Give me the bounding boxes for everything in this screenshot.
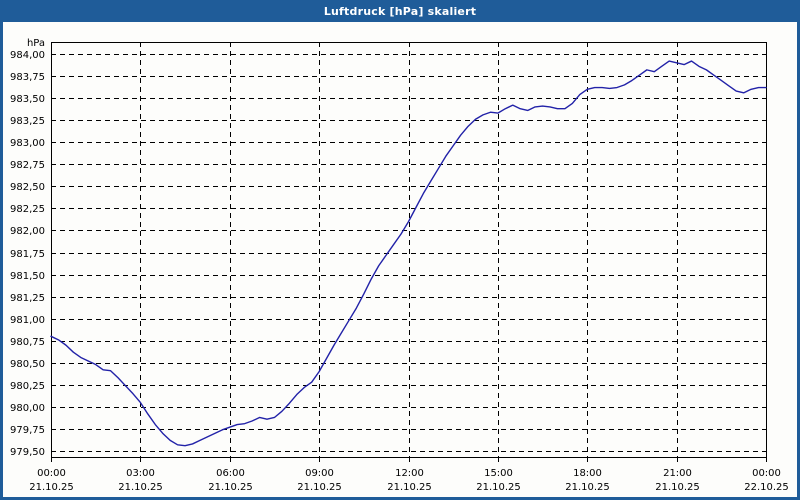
x-axis-date-label: 21.10.25 [297,482,342,493]
x-axis-time-label: 21:00 [663,468,692,479]
x-axis-time-label: 06:00 [216,468,245,479]
x-axis-date-label: 21.10.25 [208,482,253,493]
y-axis-tick-label: 983,50 [10,94,45,105]
x-axis-date-label: 21.10.25 [387,482,432,493]
y-axis-tick-label: 983,25 [10,116,45,127]
plot-area: 984,00 983,75 983,50 983,25 983,00 982,75 982,… [3,22,797,497]
y-axis-tick-label: 983,00 [10,138,45,149]
plot-axes-frame [51,42,767,458]
y-axis-tick-label: 980,75 [10,337,45,348]
x-axis-time-label: 18:00 [573,468,602,479]
y-axis-tick-label: 980,00 [10,403,45,414]
x-axis-time-label: 00:00 [752,468,781,479]
y-axis-tick-label: 982,50 [10,182,45,193]
x-axis-date-label: 21.10.25 [118,482,163,493]
window-title-bar: Luftdruck [hPa] skaliert [0,0,800,22]
y-axis-tick-label: 983,75 [10,72,45,83]
y-axis-tick-label: 984,00 [10,50,45,61]
data-series-line [50,60,767,447]
x-axis-time-label: 00:00 [37,468,66,479]
x-axis-date-label: 21.10.25 [29,482,74,493]
y-axis-tick-label: 980,25 [10,381,45,392]
x-axis-time-label: 03:00 [126,468,155,479]
y-axis-unit-label: hPa [27,38,45,49]
plot-background [51,42,766,457]
y-axis-tick-label: 981,50 [10,271,45,282]
y-axis-tick-label: 979,75 [10,425,45,436]
x-axis-time-label: 15:00 [484,468,513,479]
y-axis-tick-label: 982,75 [10,160,45,171]
x-axis-date-label: 21.10.25 [655,482,700,493]
x-axis-time-label: 09:00 [305,468,334,479]
y-axis-tick-label: 979,50 [10,447,45,458]
x-axis-time-label: 12:00 [395,468,424,479]
chart-frame: 984,00 983,75 983,50 983,25 983,00 982,75 982,… [3,22,797,497]
y-axis-tick-label: 981,25 [10,293,45,304]
y-axis-tick-label: 982,25 [10,204,45,215]
x-axis-date-label: 21.10.25 [565,482,610,493]
x-axis-date-label: 21.10.25 [476,482,521,493]
y-axis-tick-label: 980,50 [10,359,45,370]
y-axis-tick-label: 982,00 [10,226,45,237]
line-chart: 984,00 983,75 983,50 983,25 983,00 982,75 982,… [10,38,789,493]
x-axis-date-label: 22.10.25 [744,482,789,493]
page-title: Luftdruck [hPa] skaliert [323,4,477,18]
y-axis-tick-label: 981,00 [10,315,45,326]
y-axis-tick-label: 981,75 [10,249,45,260]
